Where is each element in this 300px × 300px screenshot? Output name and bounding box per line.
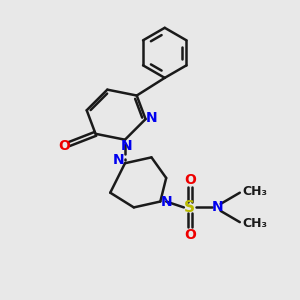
Text: S: S [184, 200, 195, 215]
Text: N: N [113, 153, 124, 167]
Text: N: N [161, 194, 172, 208]
Text: N: N [212, 200, 224, 214]
Text: O: O [184, 173, 196, 187]
Text: O: O [58, 139, 70, 153]
Text: CH₃: CH₃ [243, 217, 268, 230]
Text: O: O [184, 227, 196, 242]
Text: N: N [146, 112, 158, 125]
Text: N: N [120, 139, 132, 153]
Text: CH₃: CH₃ [243, 185, 268, 198]
